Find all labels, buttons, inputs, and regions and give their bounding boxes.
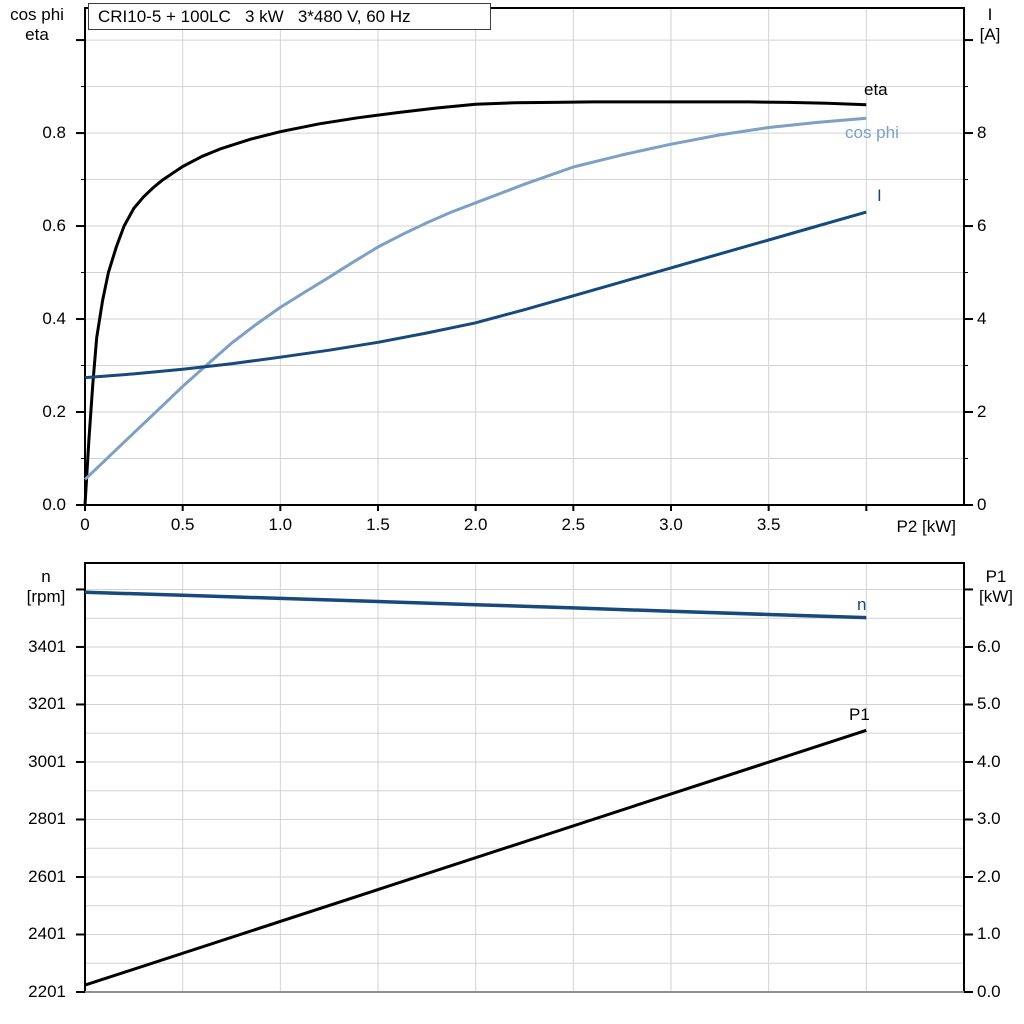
p1-axis-label: P1 <box>985 567 1007 586</box>
y-tick-label-right: 4 <box>977 309 987 329</box>
y-tick-label-left: 0.8 <box>42 123 66 143</box>
bottom-right-axis-label: P1 [kW] <box>970 567 1022 607</box>
y-tick-label-left: 2401 <box>28 924 66 944</box>
y-tick-label-right: 2.0 <box>977 866 1001 886</box>
y-tick-label-right: 0 <box>977 495 987 514</box>
y-tick-label-right: 8 <box>977 123 987 143</box>
bottom-left-axis-label: n [rpm] <box>18 567 74 607</box>
speed-axis-label: n <box>41 567 51 586</box>
y-tick-label-right: 1.0 <box>977 924 1001 944</box>
curve-label-cos-phi: cos phi <box>845 123 899 142</box>
x-tick-label: 3.0 <box>659 515 683 534</box>
y-tick-label-left: 0.6 <box>42 216 66 236</box>
y-tick-label-left: 3201 <box>28 694 66 714</box>
x-tick-label: 3.5 <box>756 515 781 534</box>
y-tick-label-left: 0.4 <box>42 309 66 329</box>
x-tick-label: 1.5 <box>366 515 390 534</box>
top-chart <box>76 7 973 511</box>
y-tick-label-right: 2 <box>977 402 987 422</box>
curve-cos-phi <box>83 116 867 481</box>
curve-n <box>84 590 867 620</box>
y-tick-label-left: 2801 <box>28 809 66 829</box>
y-tick-label-right: 5.0 <box>977 694 1001 714</box>
x-axis-label: P2 [kW] <box>896 517 956 536</box>
y-tick-label-left: 0.2 <box>42 402 66 422</box>
x-tick-label: 1.0 <box>268 515 293 534</box>
x-tick-label: 0 <box>80 515 90 534</box>
y-tick-label-right: 0.0 <box>977 982 1001 1001</box>
eta-axis-label: eta <box>25 25 49 44</box>
curve-label-eta: eta <box>864 80 888 99</box>
y-tick-label-left: 0.0 <box>42 495 66 514</box>
y-tick-label-left: 2601 <box>28 866 66 886</box>
y-tick-label-left: 3001 <box>28 751 66 771</box>
x-tick-label: 0.5 <box>170 515 195 534</box>
chart-title: CRI10-5 + 100LC 3 kW 3*480 V, 60 Hz <box>88 3 491 30</box>
y-tick-label-right: 6 <box>977 216 987 236</box>
curve-label-i: I <box>877 186 882 205</box>
y-tick-label-left: 2201 <box>28 982 66 1001</box>
y-tick-label-right: 3.0 <box>977 809 1001 829</box>
top-left-axis-label: cos phi eta <box>6 5 68 45</box>
kw-unit-label: [kW] <box>979 587 1013 606</box>
curve-label-n: n <box>857 595 867 614</box>
top-right-axis-label: I [A] <box>966 5 1014 45</box>
curve-i <box>84 210 867 380</box>
curve-p1 <box>84 728 867 987</box>
y-tick-label-right: 4.0 <box>977 751 1001 771</box>
x-tick-label: 2.0 <box>463 515 488 534</box>
rpm-unit-label: [rpm] <box>26 587 66 606</box>
curve-eta <box>83 100 867 506</box>
y-tick-label-left: 3401 <box>28 636 66 656</box>
cos-phi-axis-label: cos phi <box>10 5 64 24</box>
y-tick-label-right: 6.0 <box>977 636 1001 656</box>
bottom-chart <box>76 562 973 993</box>
x-tick-label: 2.5 <box>561 515 586 534</box>
ampere-unit-label: [A] <box>979 25 1001 44</box>
curve-label-p1: P1 <box>849 705 870 724</box>
current-axis-label: I <box>987 5 993 24</box>
